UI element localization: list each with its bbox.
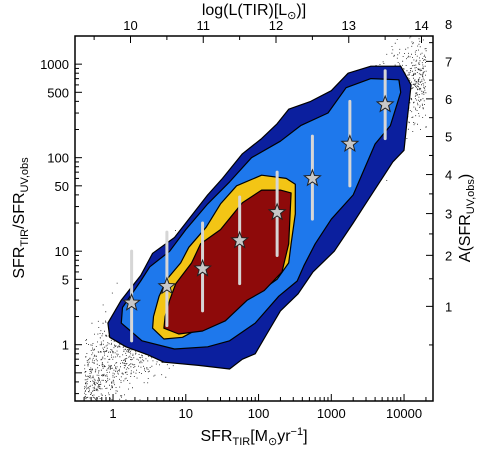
star-marker-2 <box>157 276 177 295</box>
star-marker-3 <box>193 258 212 277</box>
y-title-sub2: UV,obs <box>19 157 31 193</box>
y2-tick-label: 2 <box>445 248 452 263</box>
star-marker-6 <box>302 168 322 187</box>
plot-frame <box>74 35 434 402</box>
y2-tick-label: 4 <box>445 168 452 183</box>
y2-tick-label: 7 <box>445 54 452 69</box>
y-title-mid: /SFR <box>11 192 28 228</box>
top-title-post: )] <box>296 2 306 19</box>
x-tick-label: 10000 <box>386 406 422 421</box>
x-title-sun: ⊙ <box>268 436 277 448</box>
density-contours <box>107 65 412 370</box>
star-marker-5 <box>267 202 287 221</box>
right-title-pre: A(SFR <box>457 214 474 262</box>
x-title-sup: −1 <box>291 426 304 438</box>
y-tick-label: 5 <box>62 272 69 287</box>
median-stars <box>122 94 395 311</box>
top-title-sun: ⊙ <box>287 10 296 22</box>
star-marker-7 <box>340 134 360 153</box>
y2-tick-label: 6 <box>445 92 452 107</box>
x-tick-label: 100 <box>248 406 270 421</box>
top-title-pre: log(L(TIR)[L <box>202 2 287 19</box>
y-tick-label: 1 <box>62 338 69 353</box>
y-title-sub1: TIR <box>19 229 31 247</box>
star-marker-1 <box>122 292 142 311</box>
x2-tick-label: 11 <box>197 18 211 33</box>
x-title-main: SFR <box>200 428 232 445</box>
y-tick-label: 100 <box>47 151 69 166</box>
x2-tick-label: 13 <box>342 18 356 33</box>
y-tick-label: 500 <box>47 85 69 100</box>
x-title-rest: [M <box>250 428 268 445</box>
x-axis-title: SFRTIR[M⊙yr−1] <box>200 426 307 448</box>
y-title-main: SFR <box>11 247 28 279</box>
right-axis-title: A(SFRUV,obs) <box>457 174 477 262</box>
star-marker-4 <box>230 230 250 249</box>
x-tick-label: 10 <box>179 406 193 421</box>
x-title-unit: yr <box>277 428 291 445</box>
y2-tick-label: 1 <box>445 299 452 314</box>
y2-tick-label: 8 <box>445 17 452 32</box>
y-axis-title: SFRTIR/SFRUV,obs <box>11 157 31 279</box>
x-title-sub: TIR <box>232 436 250 448</box>
x2-tick-label: 14 <box>414 18 428 33</box>
x-title-close: ] <box>303 428 307 445</box>
y2-tick-label: 5 <box>445 130 452 145</box>
y-tick-label: 50 <box>55 179 69 194</box>
star-marker-8 <box>375 94 395 113</box>
x2-tick-label: 12 <box>269 18 283 33</box>
y-tick-label: 1000 <box>40 57 69 72</box>
right-title-post: ) <box>457 174 474 179</box>
y2-tick-label: 3 <box>445 207 452 222</box>
x-tick-label: 1000 <box>317 406 346 421</box>
x-tick-label: 1 <box>109 406 116 421</box>
top-axis-title: log(L(TIR)[L⊙)] <box>202 2 306 22</box>
x2-tick-label: 10 <box>123 18 137 33</box>
y-tick-label: 10 <box>55 244 69 259</box>
right-title-sub: UV,obs <box>465 179 477 215</box>
